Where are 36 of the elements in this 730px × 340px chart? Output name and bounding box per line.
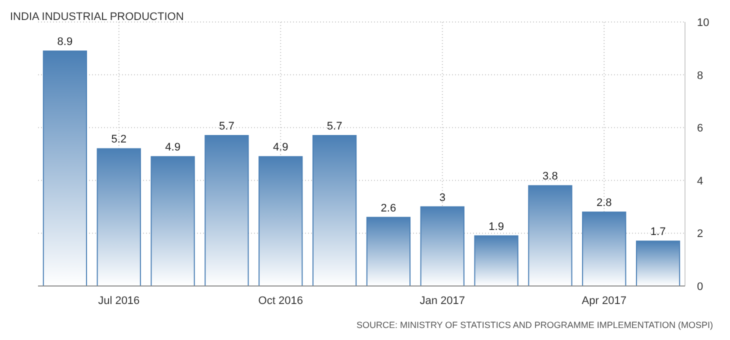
data-label: 2.6 (380, 202, 396, 214)
y-tick-label: 6 (697, 122, 704, 135)
data-label: 4.9 (165, 142, 180, 154)
bar (366, 216, 411, 286)
data-label: 8.9 (57, 36, 73, 48)
bar (474, 235, 518, 286)
bar (312, 135, 357, 286)
bar (582, 212, 626, 286)
data-label: 3.8 (542, 170, 558, 183)
data-label: 1.7 (650, 226, 666, 238)
data-label: 3 (439, 192, 446, 204)
bar (420, 206, 464, 286)
bar (636, 240, 680, 286)
source-note: SOURCE: MINISTRY OF STATISTICS AND PROGRAMME IMPLEMENTATION (MOSPI) (356, 320, 713, 330)
chart-title: INDIA INDUSTRIAL PRODUCTION (10, 11, 184, 23)
y-tick-label: 2 (697, 228, 704, 240)
data-label: 2.8 (596, 197, 612, 210)
y-tick-label: 4 (697, 175, 704, 188)
x-tick-label: Jul 2016 (98, 295, 140, 307)
bar (150, 156, 195, 286)
bar (96, 148, 141, 286)
y-tick-label: 0 (697, 281, 704, 293)
bar (204, 135, 249, 286)
bar (258, 156, 303, 286)
data-label: 5.2 (111, 134, 127, 146)
data-label: 1.9 (488, 220, 504, 233)
data-label: 5.7 (219, 120, 234, 133)
bar (528, 185, 572, 286)
x-tick-label: Apr 2017 (582, 295, 626, 307)
x-tick-label: Jan 2017 (420, 295, 466, 307)
bar (42, 50, 88, 286)
data-label: 4.9 (272, 142, 288, 154)
y-tick-label: 8 (697, 70, 704, 82)
data-label: 5.7 (326, 120, 342, 133)
x-tick-label: Oct 2016 (258, 295, 303, 307)
y-tick-label: 10 (697, 17, 710, 29)
